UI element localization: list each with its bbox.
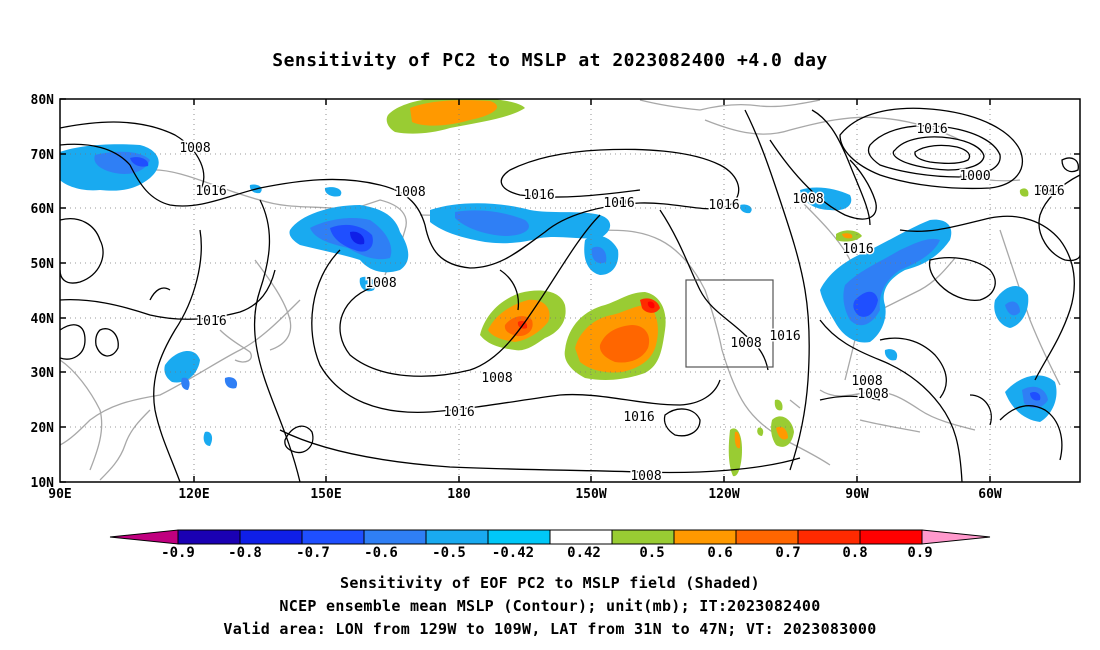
contour-label: 1016 xyxy=(603,196,634,211)
colorbar-label: -0.42 xyxy=(492,545,534,561)
lon-label: 90W xyxy=(845,487,869,502)
contour-label: 1008 xyxy=(365,276,396,291)
colorbar-labels: -0.9 -0.8 -0.7 -0.6 -0.5 -0.42 0.42 0.5 … xyxy=(161,545,933,561)
lon-label: 120W xyxy=(708,487,739,502)
colorbar-min-triangle xyxy=(109,529,179,545)
map-title: Sensitivity of PC2 to MSLP at 2023082400… xyxy=(272,50,828,71)
lon-label: 90E xyxy=(48,487,71,502)
contour-label: 1016 xyxy=(195,184,226,199)
contour-label: 1008 xyxy=(792,192,823,207)
colorbar-box xyxy=(859,529,923,545)
colorbar xyxy=(109,529,991,545)
lon-label: 60W xyxy=(978,487,1002,502)
colorbar-label: 0.9 xyxy=(907,545,932,561)
colorbar-box xyxy=(735,529,799,545)
contour-label: 1008 xyxy=(394,185,425,200)
graticule xyxy=(60,99,1080,482)
contour-label: 1016 xyxy=(916,122,947,137)
contour-label: 1008 xyxy=(851,374,882,389)
contour-label: 1016 xyxy=(842,242,873,257)
lat-label: 80N xyxy=(31,93,55,108)
coastlines xyxy=(60,99,1061,481)
contour-label: 1008 xyxy=(857,387,888,402)
colorbar-label: 0.6 xyxy=(707,545,732,561)
colorbar-box xyxy=(177,529,241,545)
contour-label: 1016 xyxy=(523,188,554,203)
colorbar-label: 0.7 xyxy=(775,545,800,561)
lat-label: 70N xyxy=(31,148,55,163)
colorbar-label: -0.7 xyxy=(296,545,330,561)
sensitivity-shading xyxy=(60,99,1057,477)
colorbar-box xyxy=(549,529,613,545)
colorbar-box xyxy=(239,529,303,545)
colorbar-box xyxy=(363,529,427,545)
lon-label: 120E xyxy=(178,487,209,502)
contour-label: 1008 xyxy=(730,336,761,351)
contour-label: 1008 xyxy=(630,469,661,484)
contour-label: 1008 xyxy=(603,196,634,211)
contour-label: 1016 xyxy=(1033,184,1064,199)
contour-label: 1016 xyxy=(443,405,474,420)
colorbar-label: 0.5 xyxy=(639,545,664,561)
colorbar-label: -0.6 xyxy=(364,545,398,561)
colorbar-label: -0.5 xyxy=(432,545,466,561)
caption-valid-area: Valid area: LON from 129W to 109W, LAT f… xyxy=(223,620,877,638)
contour-label: 1000 xyxy=(959,169,990,184)
lat-label: 60N xyxy=(31,202,55,217)
colorbar-label: -0.9 xyxy=(161,545,195,561)
latitude-labels: 80N 70N 60N 50N 40N 30N 20N 10N xyxy=(31,93,55,491)
lat-label: 20N xyxy=(31,421,55,436)
lon-label: 150E xyxy=(310,487,341,502)
contour-label: 1008 xyxy=(481,371,512,386)
colorbar-box xyxy=(487,529,551,545)
colorbar-box xyxy=(797,529,861,545)
mslp-contours xyxy=(60,107,1080,482)
lon-label: 180 xyxy=(447,487,471,502)
colorbar-max-triangle xyxy=(921,529,991,545)
colorbar-box xyxy=(611,529,675,545)
lat-label: 10N xyxy=(31,476,55,491)
plot-frame xyxy=(59,98,1081,483)
caption-shading: Sensitivity of EOF PC2 to MSLP field (Sh… xyxy=(340,574,760,592)
colorbar-label: 0.8 xyxy=(842,545,867,561)
colorbar-box xyxy=(673,529,737,545)
contour-label: 1016 xyxy=(195,314,226,329)
valid-area-box xyxy=(685,279,774,368)
colorbar-label: -0.8 xyxy=(228,545,262,561)
contour-label: 1008 xyxy=(394,185,425,200)
colorbar-label: 0.42 xyxy=(567,545,601,561)
lon-label: 150W xyxy=(575,487,606,502)
colorbar-box xyxy=(425,529,489,545)
longitude-labels: 90E 120E 150E 180 150W 120W 90W 60W xyxy=(48,487,1002,502)
contour-label: 1016 xyxy=(769,329,800,344)
lat-label: 40N xyxy=(31,312,55,327)
contour-label: 1008 xyxy=(179,141,210,156)
contour-label: 1016 xyxy=(708,198,739,213)
contour-label: 1016 xyxy=(623,410,654,425)
lat-label: 30N xyxy=(31,366,55,381)
lat-label: 50N xyxy=(31,257,55,272)
colorbar-box xyxy=(301,529,365,545)
axis-ticks xyxy=(60,98,1080,483)
contour-label: 992 xyxy=(1037,184,1060,199)
caption-contour: NCEP ensemble mean MSLP (Contour); unit(… xyxy=(279,597,821,615)
